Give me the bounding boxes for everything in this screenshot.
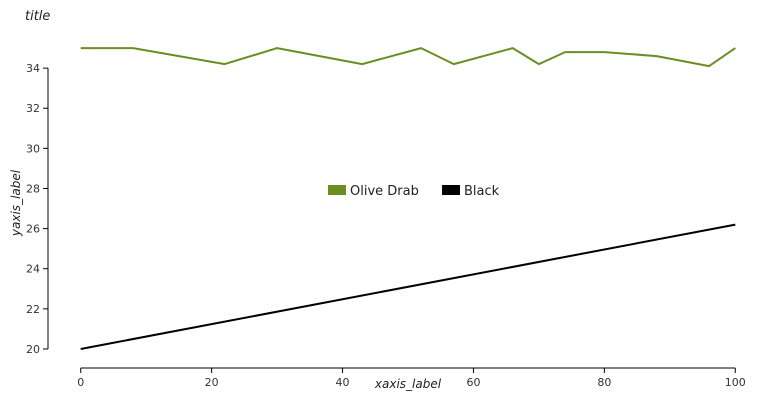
legend-swatch-black: [442, 185, 460, 195]
x-tick-label: 60: [466, 376, 480, 389]
series-line-olive-drab: [80, 47, 736, 68]
y-tick-label: 28: [26, 182, 40, 195]
y-axis: 20 22 24 26 28 30 32 34: [26, 62, 49, 356]
x-tick-label: 80: [597, 376, 611, 389]
x-tick-label: 100: [725, 376, 746, 389]
y-tick-label: 32: [26, 102, 40, 115]
y-tick-label: 20: [26, 343, 40, 356]
chart-title: title: [25, 9, 50, 24]
series-line-black: [80, 223, 736, 350]
x-tick-label: 20: [205, 376, 219, 389]
legend-label-black: Black: [464, 184, 500, 199]
y-tick-label: 26: [26, 223, 40, 236]
x-axis-title: xaxis_label: [374, 377, 442, 391]
y-tick-label: 24: [26, 263, 40, 276]
y-tick-label: 22: [26, 303, 40, 316]
series-layer: [80, 47, 736, 350]
y-tick-label: 30: [26, 142, 40, 155]
x-tick-label: 40: [336, 376, 350, 389]
x-axis: 0 20 40 60 80 100: [77, 367, 746, 389]
legend: Olive Drab Black: [328, 184, 500, 199]
legend-swatch-olive-drab: [328, 185, 346, 195]
x-tick-label: 0: [77, 376, 84, 389]
y-axis-title: yaxis_label: [9, 169, 23, 237]
legend-label-olive-drab: Olive Drab: [350, 184, 419, 199]
y-tick-label: 34: [26, 62, 40, 75]
